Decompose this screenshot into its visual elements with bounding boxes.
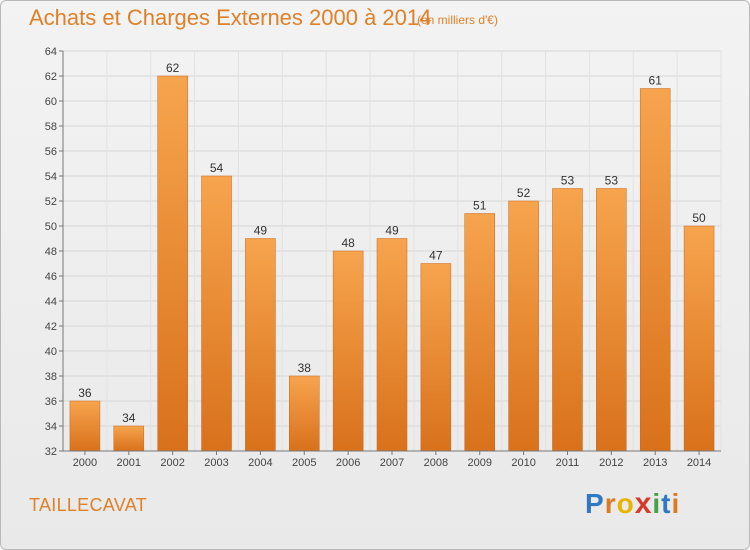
bar[interactable] [683, 225, 715, 452]
logo-letter: i [652, 488, 662, 519]
y-tick-label: 46 [45, 271, 57, 283]
y-tick-label: 56 [45, 146, 57, 158]
x-tick-label: 2002 [160, 457, 184, 469]
bar[interactable] [420, 263, 452, 452]
x-tick-label: 2006 [336, 457, 360, 469]
data-label: 53 [561, 174, 575, 188]
bar[interactable] [157, 75, 188, 452]
bar[interactable] [552, 188, 583, 452]
bar[interactable] [69, 400, 101, 452]
y-tick-label: 54 [45, 171, 57, 183]
x-tick-label: 2014 [687, 457, 711, 469]
x-tick-label: 2010 [511, 457, 535, 469]
proxiti-logo[interactable]: Proxiti [585, 487, 680, 521]
chart-title: Achats et Charges Externes 2000 à 2014 [29, 5, 432, 30]
logo-letter: i [671, 488, 681, 519]
axes: 32 34 36 38 40 42 44 46 48 50 52 54 56 58 60 62 64 2000 20… [45, 46, 721, 469]
logo-letter: t [661, 488, 672, 519]
logo-letter: o [616, 488, 635, 519]
logo-letter: P [585, 488, 605, 519]
data-label: 62 [166, 61, 180, 75]
data-label: 36 [78, 386, 92, 400]
bar[interactable] [289, 375, 320, 452]
bar[interactable] [376, 238, 408, 452]
x-tick-label: 2012 [599, 457, 623, 469]
data-label: 51 [473, 199, 487, 213]
data-label: 49 [385, 224, 399, 238]
y-tick-label: 60 [45, 96, 57, 108]
bar[interactable] [508, 200, 539, 452]
y-tick-label: 62 [45, 71, 57, 83]
bar[interactable] [639, 88, 671, 452]
data-label: 54 [210, 161, 224, 175]
bar[interactable] [113, 425, 145, 452]
x-tick-label: 2005 [292, 457, 316, 469]
x-tick-label: 2004 [248, 457, 272, 469]
x-tick-label: 2000 [73, 457, 97, 469]
data-label: 50 [692, 211, 706, 225]
y-tick-label: 34 [45, 421, 57, 433]
y-tick-label: 52 [45, 196, 57, 208]
bar[interactable] [464, 213, 495, 452]
y-tick-label: 44 [45, 296, 57, 308]
data-label: 52 [517, 186, 531, 200]
bars: 36 34 62 54 49 38 48 49 47 51 52 53 53 61 50 [69, 61, 715, 452]
y-tick-label: 40 [45, 346, 57, 358]
data-label: 49 [254, 224, 268, 238]
x-tick-label: 2001 [117, 457, 141, 469]
data-label: 53 [605, 174, 619, 188]
bar[interactable] [245, 238, 276, 452]
x-tick-label: 2013 [643, 457, 667, 469]
data-label: 48 [341, 236, 355, 250]
x-tick-label: 2011 [556, 457, 580, 469]
bar[interactable] [596, 188, 627, 452]
data-label: 61 [649, 74, 663, 88]
logo-letter: x [634, 487, 653, 520]
y-tick-label: 42 [45, 321, 57, 333]
y-tick-label: 38 [45, 371, 57, 383]
x-tick-label: 2009 [467, 457, 491, 469]
logo-letter: r [604, 488, 617, 519]
bar[interactable] [332, 250, 364, 452]
y-tick-label: 48 [45, 246, 57, 258]
y-tick-label: 58 [45, 121, 57, 133]
data-label: 38 [298, 361, 312, 375]
chart-subtitle: (en milliers d'€) [417, 13, 498, 27]
y-tick-label: 64 [45, 46, 57, 58]
x-tick-label: 2008 [424, 457, 448, 469]
commune-name: TAILLECAVAT [29, 495, 147, 515]
y-tick-label: 50 [45, 221, 57, 233]
data-label: 47 [429, 249, 443, 263]
y-tick-label: 32 [45, 446, 57, 458]
x-tick-label: 2007 [380, 457, 404, 469]
bar[interactable] [201, 175, 232, 452]
data-label: 34 [122, 411, 136, 425]
x-tick-label: 2003 [204, 457, 228, 469]
y-tick-label: 36 [45, 396, 57, 408]
